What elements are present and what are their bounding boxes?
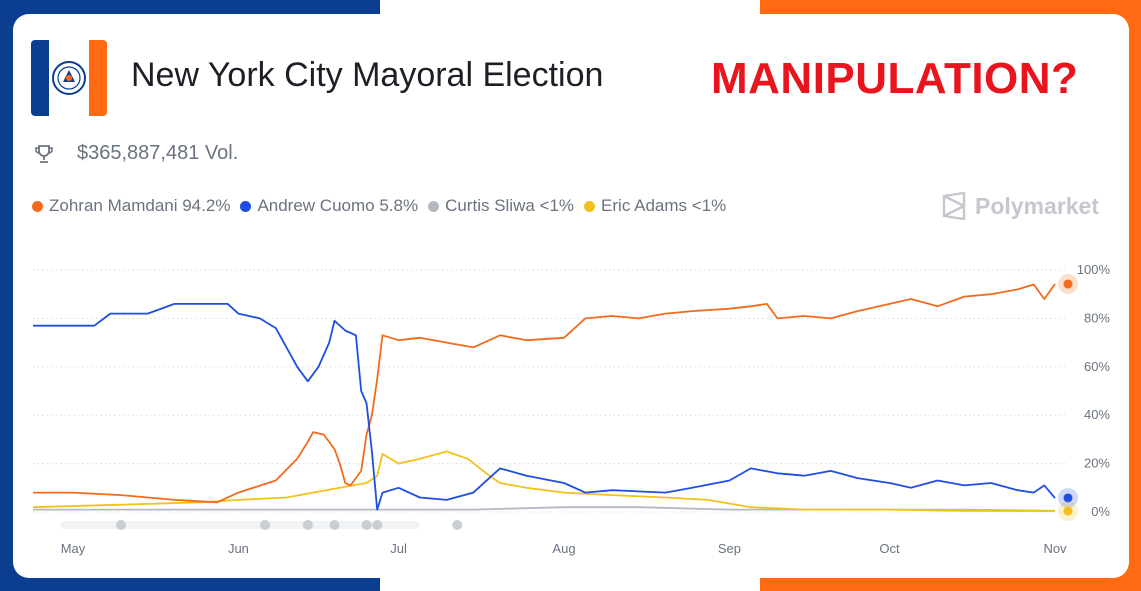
timeline-event-marker[interactable] [372,520,383,530]
page-title: New York City Mayoral Election [131,56,604,94]
x-tick-label: Jun [228,541,249,556]
legend-dot-adams [584,200,596,212]
x-tick-label: Oct [879,541,900,556]
timeline-event-marker[interactable] [361,520,372,530]
flag-orange-stripe [89,40,107,116]
timeline-event-marker[interactable] [260,520,271,530]
x-tick-label: Aug [552,541,575,556]
y-tick-label: 0% [1091,504,1110,519]
volume-row: $365,887,481 Vol. [33,142,238,165]
timeline-event-marker[interactable] [116,520,127,530]
legend-dot-sliwa [428,200,440,212]
city-seal-icon [52,61,86,95]
trophy-icon [35,144,53,163]
manipulation-headline: MANIPULATION? [711,54,1079,103]
legend-item-adams[interactable]: Eric Adams <1% [584,196,726,216]
timeline-event-marker[interactable] [329,520,340,530]
polymarket-brand-text: Polymarket [975,192,1100,219]
x-tick-label: Nov [1043,541,1067,556]
chart-legend: Zohran Mamdani 94.2% Andrew Cuomo 5.8% C… [32,196,736,216]
legend-label-mamdani: Zohran Mamdani 94.2% [49,196,231,215]
flag-blue-stripe [31,40,49,116]
flag-seal-area [49,40,89,116]
series-line-eric-adams[interactable] [32,450,1056,512]
endpoint-dot-andrew-cuomo[interactable] [1063,493,1073,503]
series-line-andrew-cuomo[interactable] [33,303,1056,511]
nyc-flag-logo [31,40,107,116]
y-tick-label: 80% [1084,310,1110,325]
y-tick-label: 40% [1084,407,1110,422]
market-card: New York City Mayoral Election MANIPULAT… [13,14,1129,578]
legend-label-cuomo: Andrew Cuomo 5.8% [257,196,419,215]
endpoint-dot-zohran-mamdani[interactable] [1063,279,1073,289]
legend-item-mamdani[interactable]: Zohran Mamdani 94.2% [32,196,230,216]
legend-label-sliwa: Curtis Sliwa <1% [445,196,575,215]
legend-item-sliwa[interactable]: Curtis Sliwa <1% [428,196,574,216]
y-tick-label: 20% [1084,456,1110,471]
y-tick-label: 60% [1084,359,1110,374]
x-tick-label: Sep [718,541,741,556]
x-tick-label: May [61,541,86,556]
legend-label-adams: Eric Adams <1% [601,196,727,215]
endpoint-dot-eric-adams[interactable] [1063,506,1073,516]
timeline-event-marker[interactable] [302,520,313,530]
polymarket-brand[interactable]: Polymarket [941,192,1099,220]
y-tick-label: 100% [1077,262,1111,277]
volume-text: $365,887,481 Vol. [77,142,239,164]
series-line-zohran-mamdani[interactable] [33,283,1056,504]
polymarket-logo-icon [942,192,966,220]
x-tick-label: Jul [390,541,407,556]
legend-dot-cuomo [240,200,252,212]
timeline-event-marker[interactable] [452,520,463,530]
legend-dot-mamdani [32,200,43,212]
legend-item-cuomo[interactable]: Andrew Cuomo 5.8% [240,196,418,216]
